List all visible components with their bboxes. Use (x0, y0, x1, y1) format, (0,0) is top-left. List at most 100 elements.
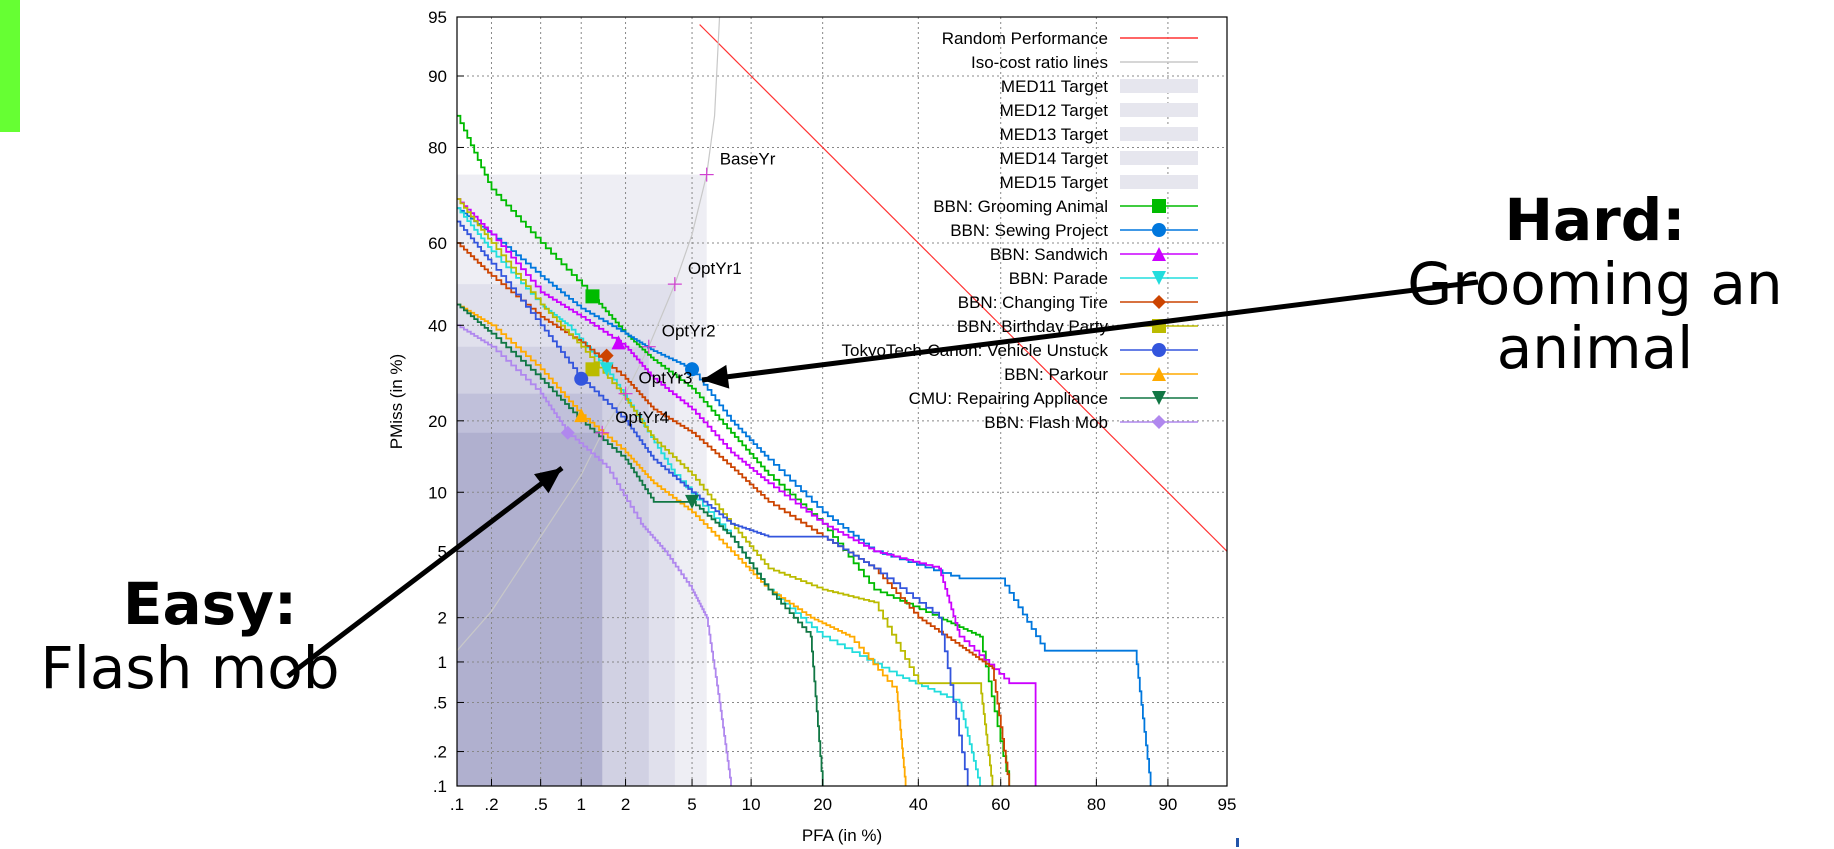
easy-line-1: Flash mob (40, 634, 340, 702)
corner-mark (1236, 838, 1239, 847)
legend-label: BBN: Sewing Project (950, 221, 1108, 240)
legend-label: Iso-cost ratio lines (971, 53, 1108, 72)
legend-label: Random Performance (942, 29, 1108, 48)
x-tick-label: .1 (450, 795, 464, 814)
x-tick-label: 40 (909, 795, 928, 814)
y-tick-label: 60 (428, 234, 447, 253)
series-marker (611, 335, 626, 350)
reference-lines (456, 16, 1228, 652)
legend-label: MED11 Target (1001, 77, 1108, 96)
series-marker (574, 371, 589, 386)
y-tick-label: 80 (428, 138, 447, 157)
series-marker (1152, 223, 1166, 237)
y-tick-label: .1 (433, 777, 447, 796)
y-tick-label: 2 (438, 609, 447, 628)
legend-label: BBN: Grooming Animal (933, 197, 1108, 216)
iso-cost-line (456, 16, 721, 652)
year-point-label: OptYr1 (688, 259, 742, 278)
series-marker (1152, 367, 1166, 381)
y-axis-label: PMiss (in %) (387, 354, 406, 449)
y-tick-label: 95 (428, 8, 447, 27)
legend-label: CMU: Repairing Appliance (909, 389, 1108, 408)
series-marker (1152, 295, 1166, 309)
hard-arrow-head (702, 364, 730, 389)
series-line (457, 303, 824, 786)
hard-line-2: animal (1496, 314, 1694, 382)
series-line (457, 198, 994, 786)
x-tick-label: 2 (621, 795, 630, 814)
series-marker (1152, 271, 1166, 285)
y-tick-label: 90 (428, 67, 447, 86)
legend-label: MED14 Target (1000, 149, 1109, 168)
series-line (457, 207, 1152, 786)
x-tick-label: 95 (1218, 795, 1237, 814)
year-points: BaseYr OptYr1 OptYr2 OptYr3 OptYr4 (595, 150, 776, 440)
series-marker (560, 425, 575, 440)
year-point-label: OptYr2 (662, 322, 716, 341)
series-marker (1152, 247, 1166, 261)
y-tick-label: 40 (428, 316, 447, 335)
x-tick-label: 80 (1087, 795, 1106, 814)
legend-label: MED13 Target (1000, 125, 1109, 144)
series-marker (585, 289, 600, 304)
hard-heading: Hard: (1504, 186, 1686, 254)
legend-swatch (1120, 151, 1198, 165)
target-region (457, 432, 603, 786)
series-marker (599, 348, 614, 363)
series-marker (574, 408, 589, 423)
easy-arrow (286, 466, 564, 678)
easy-heading: Easy: (122, 570, 298, 638)
series-marker (1152, 415, 1166, 429)
legend-swatch (1120, 127, 1198, 141)
series-marker (585, 362, 600, 377)
y-tick-label: 1 (438, 653, 447, 672)
target-regions (457, 174, 707, 786)
x-tick-label: 1 (576, 795, 585, 814)
x-tick-label: 90 (1158, 795, 1177, 814)
series-marker (1152, 343, 1166, 357)
legend-label: BBN: Parkour (1004, 365, 1108, 384)
year-point-label: BaseYr (720, 150, 776, 169)
series-line (457, 198, 1037, 786)
legend-label: BBN: Parade (1009, 269, 1108, 288)
y-tick-label: .2 (433, 743, 447, 762)
y-tick-label: .5 (433, 693, 447, 712)
random-performance-line (699, 24, 1228, 552)
plot-frame (456, 16, 1228, 787)
series-line (457, 303, 907, 786)
x-axis-label: PFA (in %) (802, 826, 882, 845)
legend-swatch (1120, 103, 1198, 117)
legend-swatch (1120, 175, 1198, 189)
x-tick-label: 5 (687, 795, 696, 814)
x-tick-label: 10 (742, 795, 761, 814)
y-tick-label: 5 (438, 542, 447, 561)
x-tick-label: 20 (813, 795, 832, 814)
y-tick-label: 20 (428, 412, 447, 431)
series-line (457, 242, 1011, 786)
series-marker (685, 362, 700, 377)
legend-swatch (1120, 79, 1198, 93)
series-lines (457, 114, 1152, 786)
hard-arrow (701, 279, 1479, 383)
year-point-label: OptYr4 (615, 408, 669, 427)
series-marker (685, 494, 700, 509)
legend-label: MED15 Target (1000, 173, 1109, 192)
legend: Random Performance Iso-cost ratio lines ME… (842, 29, 1198, 432)
series-marker (599, 362, 614, 377)
series-line (457, 324, 732, 786)
easy-arrow-head (534, 468, 562, 494)
y-tick-label: 10 (428, 483, 447, 502)
axes: .1 .2 .5 1 2 5 10 20 40 60 80 90 95 .1 .2 .5 1 2 5 10 20 40 60… (428, 8, 1236, 814)
hard-annotation: Hard: Grooming an animal (1360, 188, 1830, 380)
hard-line-1: Grooming an (1407, 250, 1783, 318)
series-line (457, 220, 969, 786)
series-marker (1152, 199, 1166, 213)
x-tick-label: 60 (991, 795, 1010, 814)
annotation-arrows (286, 279, 1479, 678)
series-marker (1152, 391, 1166, 405)
series-line (457, 114, 1011, 786)
year-point-label: OptYr3 (639, 369, 693, 388)
legend-label: BBN: Changing Tire (958, 293, 1108, 312)
x-tick-label: .2 (484, 795, 498, 814)
